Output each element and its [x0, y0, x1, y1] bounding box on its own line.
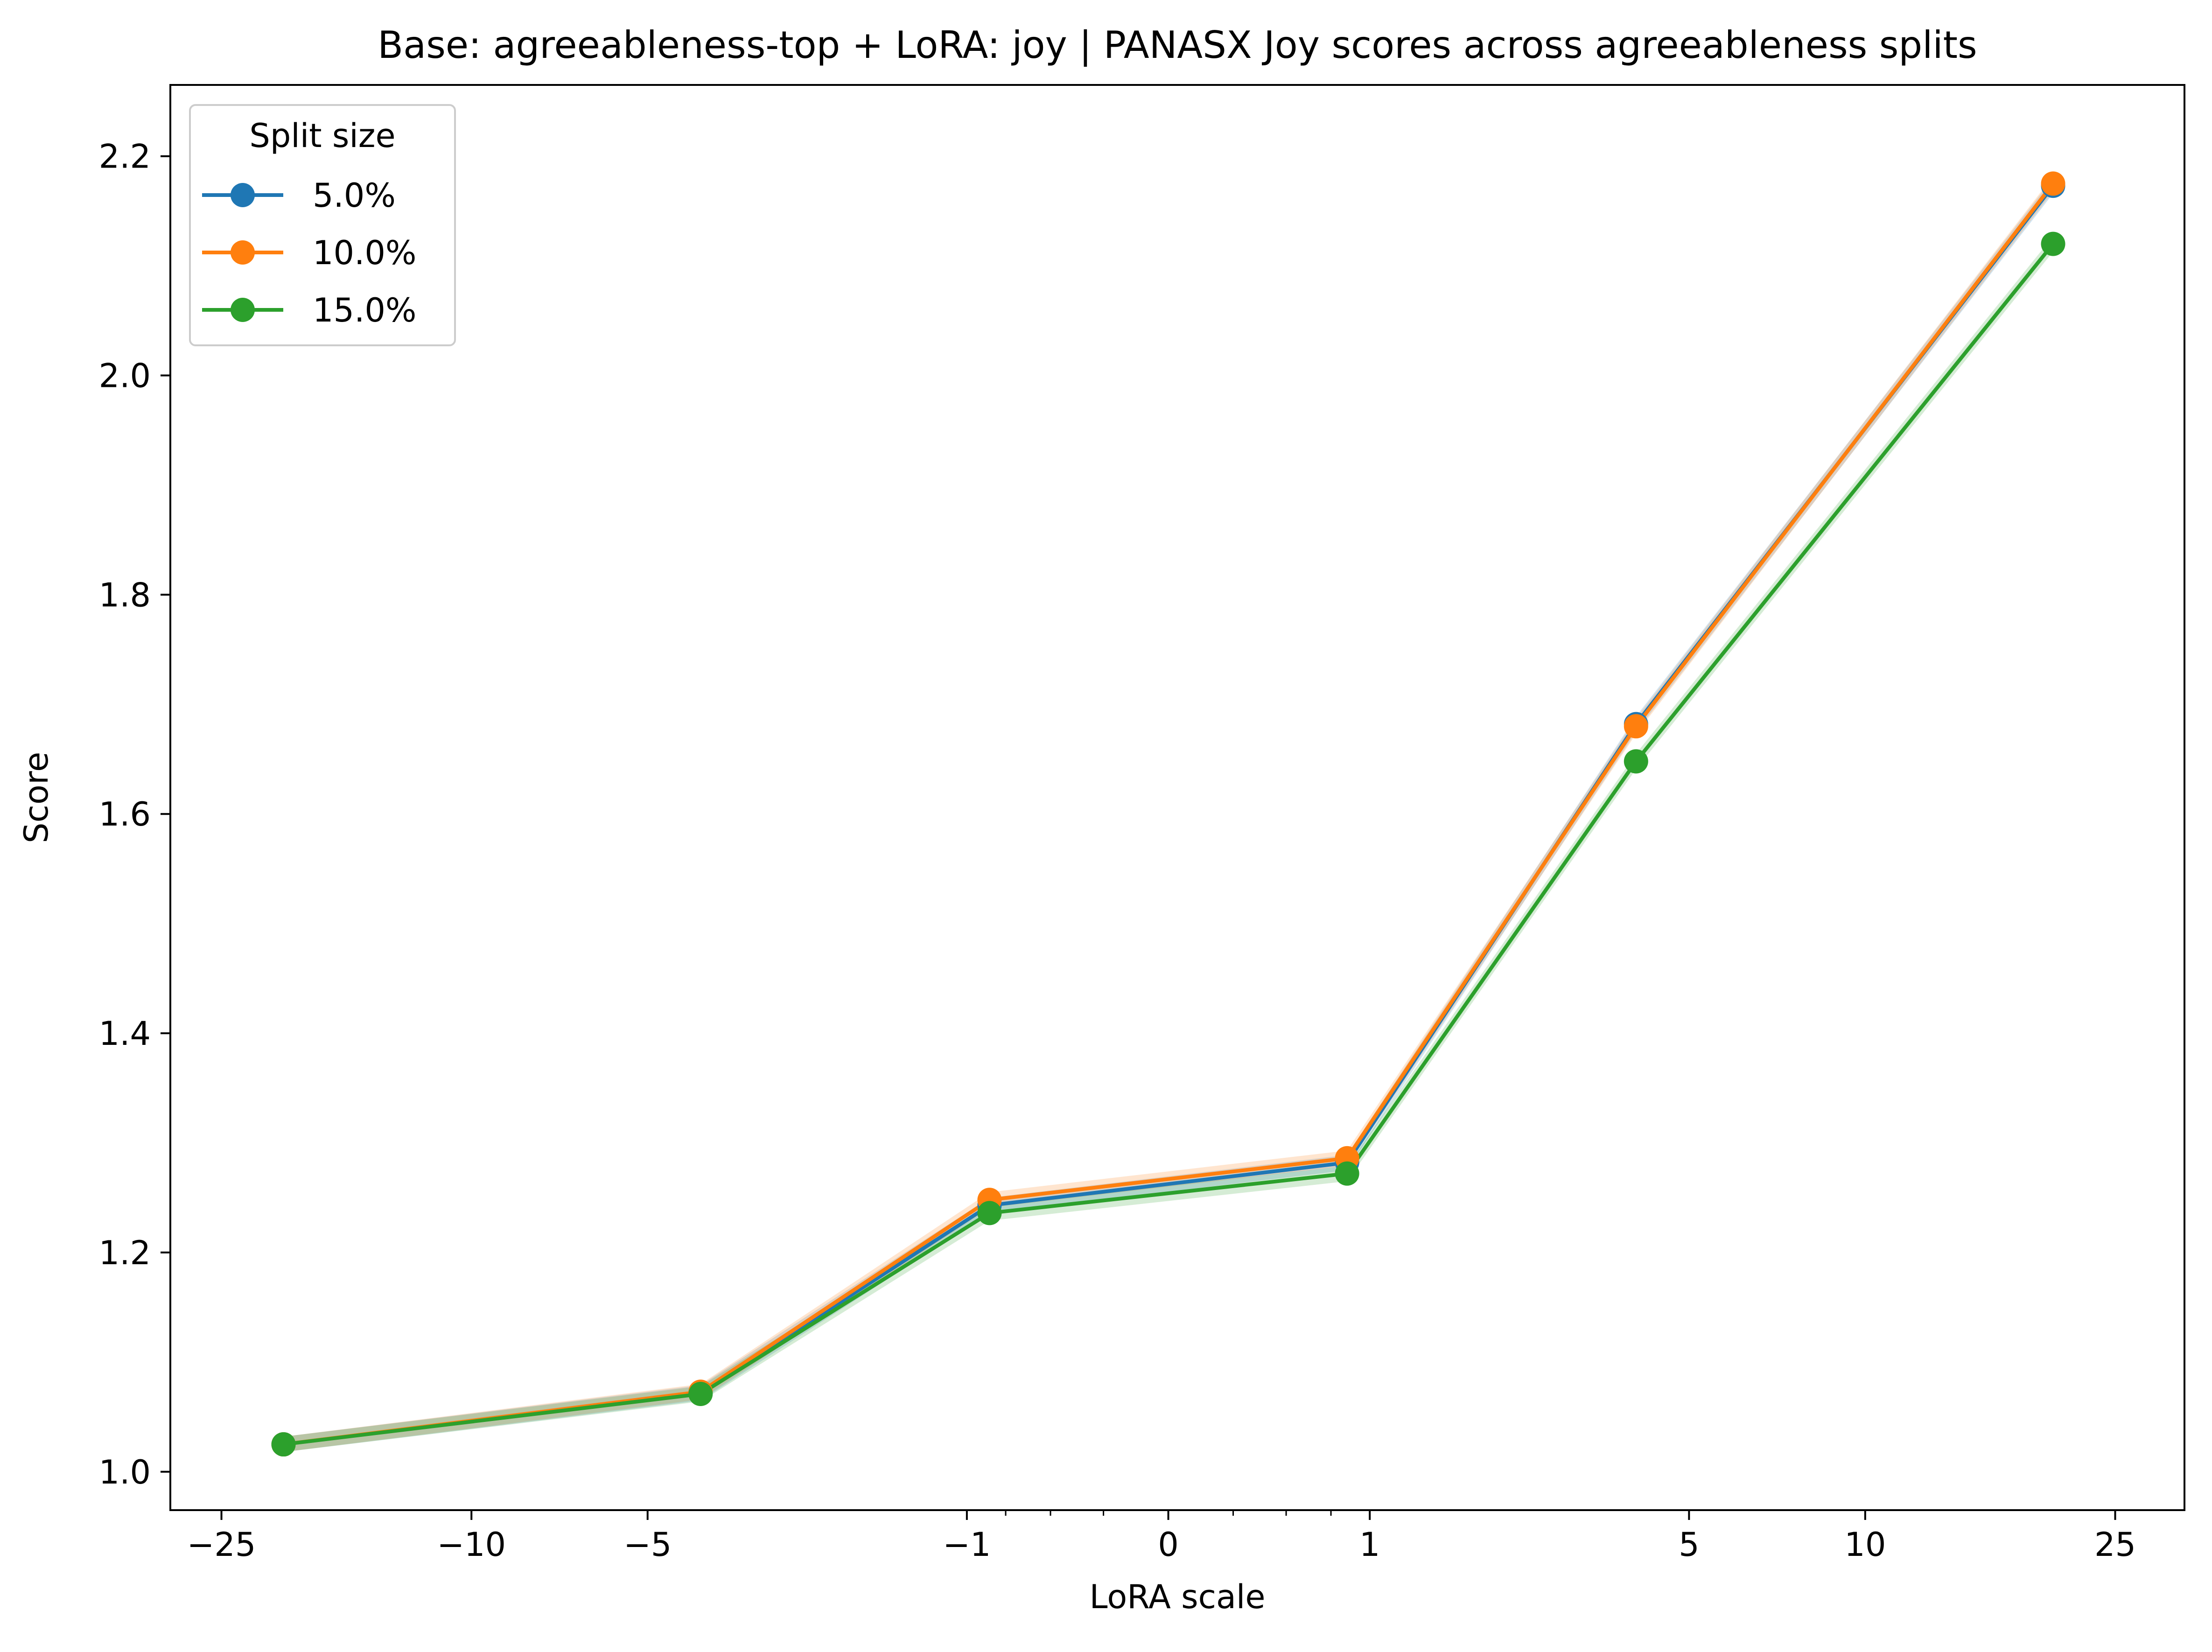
x-tick-label: 25: [2094, 1526, 2136, 1564]
chart-title: Base: agreeableness-top + LoRA: joy | PA…: [378, 23, 1977, 67]
y-axis-label: Score: [17, 752, 56, 843]
y-tick-label: 2.2: [99, 138, 151, 176]
data-point: [2041, 171, 2065, 196]
data-point: [688, 1381, 713, 1406]
x-tick-label: 5: [1679, 1526, 1700, 1564]
legend-marker-3: [231, 298, 255, 322]
x-tick-label: 1: [1359, 1526, 1380, 1564]
y-tick-label: 1.8: [99, 576, 151, 614]
data-point: [2041, 231, 2065, 256]
y-tick-label: 1.2: [99, 1234, 151, 1272]
data-point: [977, 1201, 1002, 1225]
legend-frame: [189, 104, 456, 346]
y-axis: 1.0 1.2 1.4 1.6 1.8 2.0 2.2: [99, 138, 170, 1491]
legend-marker-2: [231, 240, 255, 265]
legend-label-1: 5.0%: [313, 176, 396, 215]
legend-entries: 5.0% 10.0% 15.0%: [202, 176, 416, 329]
y-tick-label: 1.4: [99, 1015, 151, 1053]
x-tick-label: 10: [1844, 1526, 1886, 1564]
x-tick-label: −1: [943, 1526, 991, 1564]
series-line-3: [281, 242, 2055, 1447]
y-tick-label: 1.6: [99, 795, 151, 833]
plot-area-frame: [169, 84, 2185, 1511]
x-axis-label: LoRA scale: [1090, 1578, 1266, 1616]
series-markers: [271, 171, 2065, 1457]
x-axis: −25 −10 −5 −1 0 1 5 10 25: [187, 1510, 2136, 1564]
series-lines: [281, 182, 2055, 1447]
x-tick-label: −10: [437, 1526, 506, 1564]
data-point: [1624, 749, 1648, 774]
data-point: [1624, 714, 1648, 739]
legend-title: Split size: [249, 117, 395, 155]
data-point: [1335, 1161, 1359, 1186]
legend-label-2: 10.0%: [313, 234, 416, 272]
legend-marker-1: [231, 183, 255, 207]
x-tick-label: 0: [1158, 1526, 1179, 1564]
y-tick-label: 1.0: [99, 1453, 151, 1491]
x-tick-label: −5: [623, 1526, 672, 1564]
legend-label-3: 15.0%: [313, 291, 416, 329]
data-point: [271, 1432, 296, 1457]
legend: Split size 5.0% 10.0% 15.0%: [189, 104, 456, 346]
x-tick-label: −25: [187, 1526, 256, 1564]
y-tick-label: 2.0: [99, 357, 151, 395]
